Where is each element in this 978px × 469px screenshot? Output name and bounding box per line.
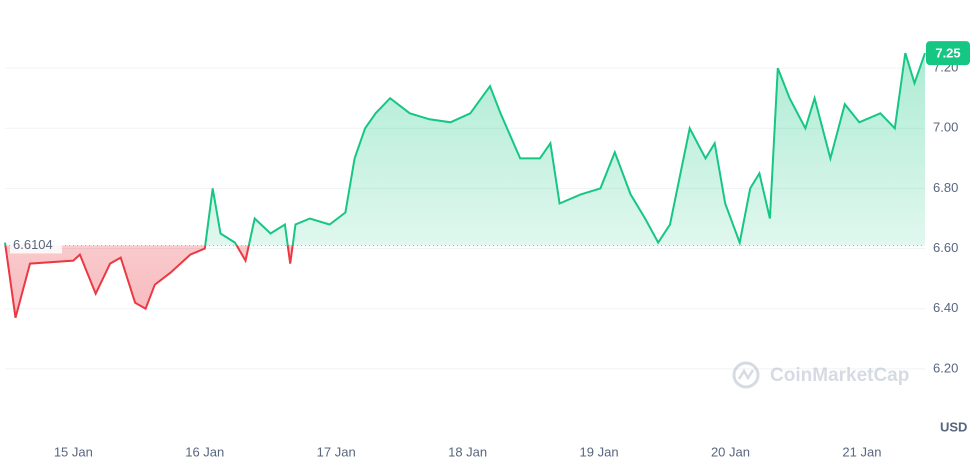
price-tag-label: 7.25 xyxy=(935,46,960,61)
y-tick-label: 6.60 xyxy=(933,240,958,255)
x-tick-label: 18 Jan xyxy=(448,444,487,459)
x-tick-label: 20 Jan xyxy=(711,444,750,459)
y-tick-label: 6.80 xyxy=(933,180,958,195)
x-tick-label: 19 Jan xyxy=(580,444,619,459)
plot: 6.6104 xyxy=(4,52,926,318)
x-tick-label: 21 Jan xyxy=(842,444,881,459)
x-tick-label: 16 Jan xyxy=(185,444,224,459)
currency-label: USD xyxy=(940,419,967,434)
watermark-text: CoinMarketCap xyxy=(770,365,909,386)
watermark: CoinMarketCap xyxy=(732,361,909,389)
x-tick-label: 17 Jan xyxy=(317,444,356,459)
y-tick-label: 7.00 xyxy=(933,120,958,135)
y-tick-label: 6.40 xyxy=(933,300,958,315)
x-tick-label: 15 Jan xyxy=(54,444,93,459)
baseline-label-bg xyxy=(10,235,62,254)
y-tick-label: 6.20 xyxy=(933,360,958,375)
price-line-up xyxy=(4,52,926,246)
price-tag xyxy=(926,41,970,66)
area-down xyxy=(5,245,293,318)
baseline-label: 6.6104 xyxy=(13,237,53,252)
area-up xyxy=(5,53,925,246)
price-line-down xyxy=(4,245,741,318)
